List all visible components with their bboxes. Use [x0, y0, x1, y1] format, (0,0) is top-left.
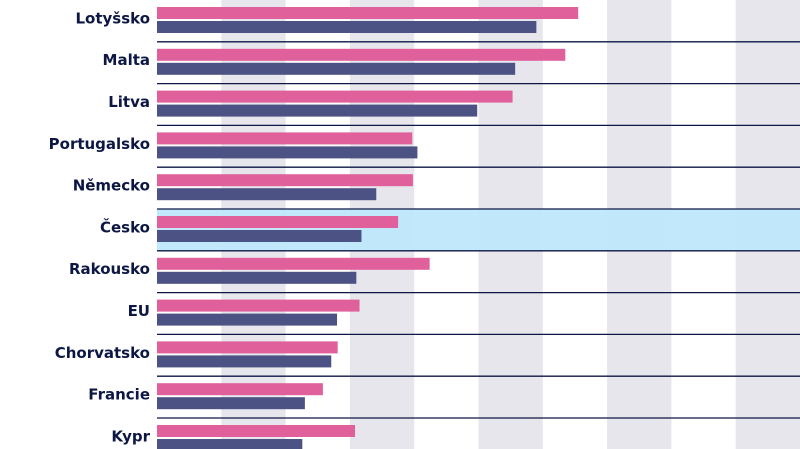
highlight-row: [157, 209, 800, 251]
highlight-layer: [157, 209, 800, 251]
bar-series-1-9: [157, 383, 323, 396]
category-label: Německo: [73, 177, 150, 195]
bars-layer: [157, 7, 579, 449]
bar-series-2-1: [157, 62, 516, 75]
bar-series-1-4: [157, 174, 413, 187]
bar-series-2-8: [157, 355, 332, 368]
bar-series-1-10: [157, 425, 356, 437]
bar-series-1-0: [157, 7, 579, 19]
bar-series-2-5: [157, 230, 362, 242]
bar-series-2-4: [157, 188, 377, 201]
category-label: Litva: [108, 93, 150, 111]
bar-series-1-7: [157, 299, 360, 312]
bar-series-2-2: [157, 104, 478, 117]
category-label: Kypr: [111, 427, 150, 445]
bar-series-2-9: [157, 397, 305, 410]
bar-series-1-6: [157, 257, 430, 270]
category-label: Portugalsko: [49, 135, 150, 153]
bar-series-2-10: [157, 439, 303, 449]
bar-series-1-1: [157, 48, 566, 61]
bar-series-1-5: [157, 216, 399, 228]
category-label: Chorvatsko: [55, 344, 150, 362]
category-label: Rakousko: [69, 260, 150, 278]
row-dividers: [157, 41, 800, 419]
bar-series-1-2: [157, 90, 513, 103]
bar-series-2-0: [157, 21, 537, 33]
category-label: EU: [128, 302, 150, 320]
category-label: Lotyšsko: [75, 9, 150, 27]
bar-series-2-7: [157, 313, 338, 326]
category-label: Francie: [88, 386, 150, 404]
category-label: Malta: [103, 51, 150, 69]
category-labels: Lotyšsko Malta Litva Portugalsko Německo Česk…: [49, 9, 151, 445]
bar-series-2-3: [157, 146, 418, 159]
bar-series-1-8: [157, 341, 338, 354]
bar-series-2-6: [157, 271, 357, 284]
category-label: Česko: [100, 217, 150, 236]
bar-series-1-3: [157, 132, 413, 145]
